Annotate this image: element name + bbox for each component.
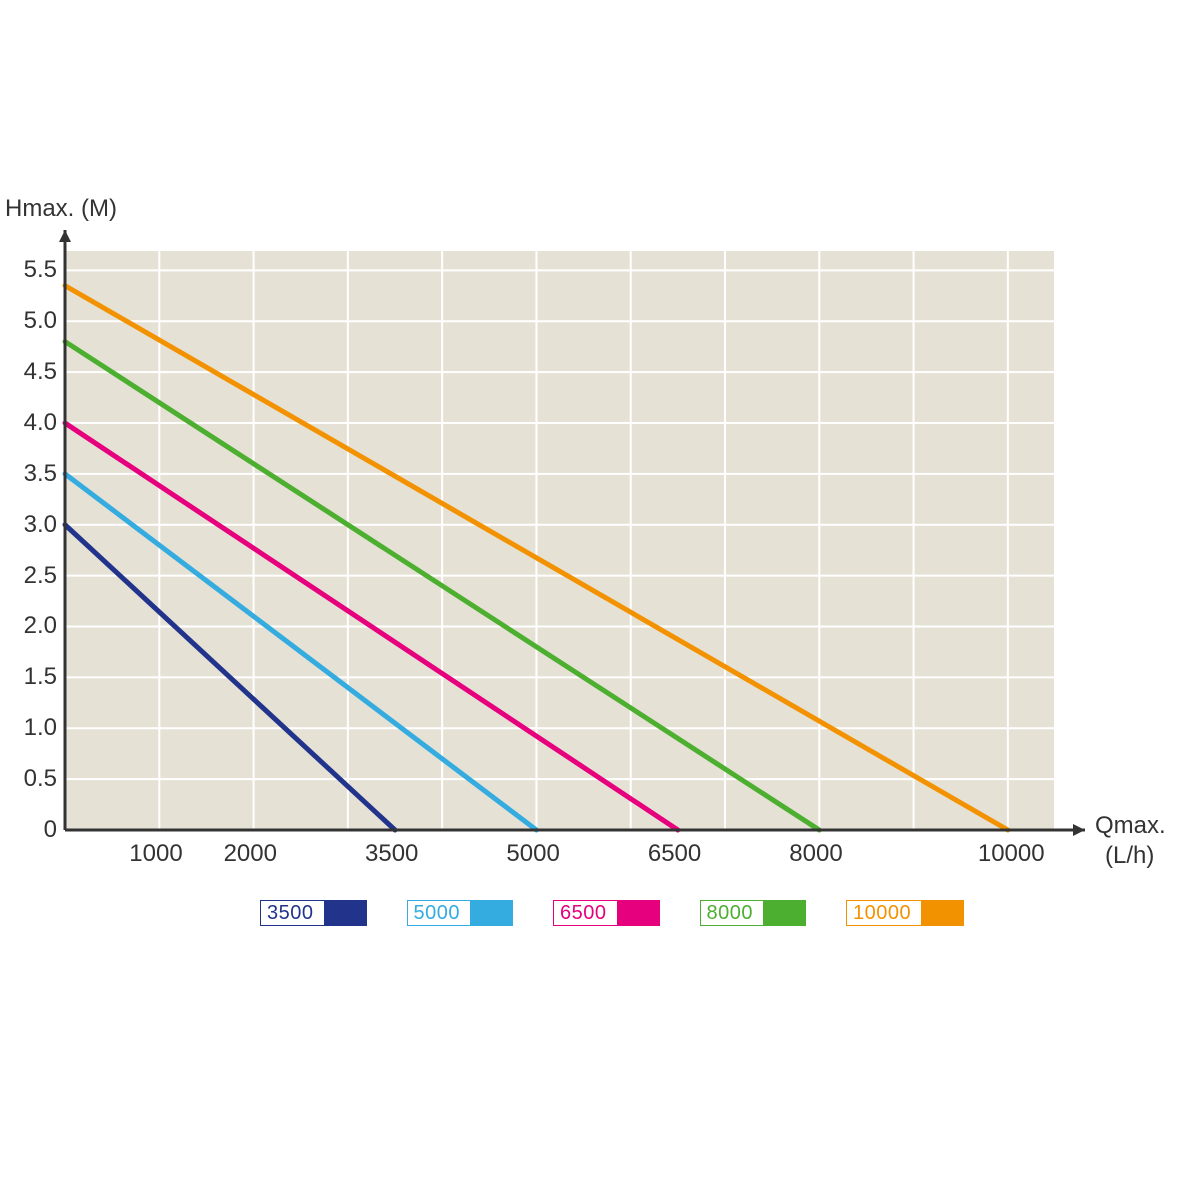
y-tick-label: 2.5 <box>24 562 57 590</box>
x-tick-label: 3500 <box>365 840 418 868</box>
x-tick-label: 5000 <box>506 840 559 868</box>
chart-svg <box>0 0 1194 1194</box>
y-tick-label: 4.0 <box>24 409 57 437</box>
x-tick-label: 1000 <box>129 840 182 868</box>
legend-swatch <box>324 901 366 925</box>
x-axis-unit: (L/h) <box>1105 842 1154 870</box>
legend-label: 10000 <box>847 902 921 925</box>
legend-label: 8000 <box>701 902 764 925</box>
legend-swatch <box>763 901 805 925</box>
legend-item-5000: 5000 <box>407 900 514 926</box>
y-tick-label: 0.5 <box>24 765 57 793</box>
y-tick-label: 3.0 <box>24 511 57 539</box>
y-tick-label: 1.5 <box>24 663 57 691</box>
plot-background <box>65 250 1055 830</box>
x-axis-title: Qmax. <box>1095 812 1166 840</box>
legend-item-8000: 8000 <box>700 900 807 926</box>
y-axis-title: Hmax. (M) <box>5 195 117 223</box>
y-axis-arrow-icon <box>59 230 71 242</box>
legend-swatch <box>470 901 512 925</box>
x-tick-label: 6500 <box>648 840 701 868</box>
x-tick-label: 10000 <box>978 840 1045 868</box>
legend-item-3500: 3500 <box>260 900 367 926</box>
legend-label: 6500 <box>554 902 617 925</box>
legend-label: 5000 <box>408 902 471 925</box>
y-tick-label: 5.5 <box>24 256 57 284</box>
pump-curve-chart: 0 0.5 1.0 1.5 2.0 2.5 3.0 3.5 4.0 4.5 5.0 5.5 1000 20… <box>0 0 1194 1194</box>
legend-item-6500: 6500 <box>553 900 660 926</box>
legend-swatch <box>921 901 963 925</box>
y-tick-label: 3.5 <box>24 460 57 488</box>
x-axis-arrow-icon <box>1073 824 1085 836</box>
y-tick-label: 2.0 <box>24 612 57 640</box>
x-tick-label: 8000 <box>789 840 842 868</box>
y-tick-label: 5.0 <box>24 307 57 335</box>
y-tick-label: 1.0 <box>24 714 57 742</box>
y-tick-label: 4.5 <box>24 358 57 386</box>
chart-legend: 3500 5000 6500 8000 10000 <box>260 900 964 926</box>
legend-item-10000: 10000 <box>846 900 964 926</box>
y-tick-label: 0 <box>44 816 57 844</box>
legend-swatch <box>617 901 659 925</box>
legend-label: 3500 <box>261 902 324 925</box>
x-tick-label: 2000 <box>224 840 277 868</box>
